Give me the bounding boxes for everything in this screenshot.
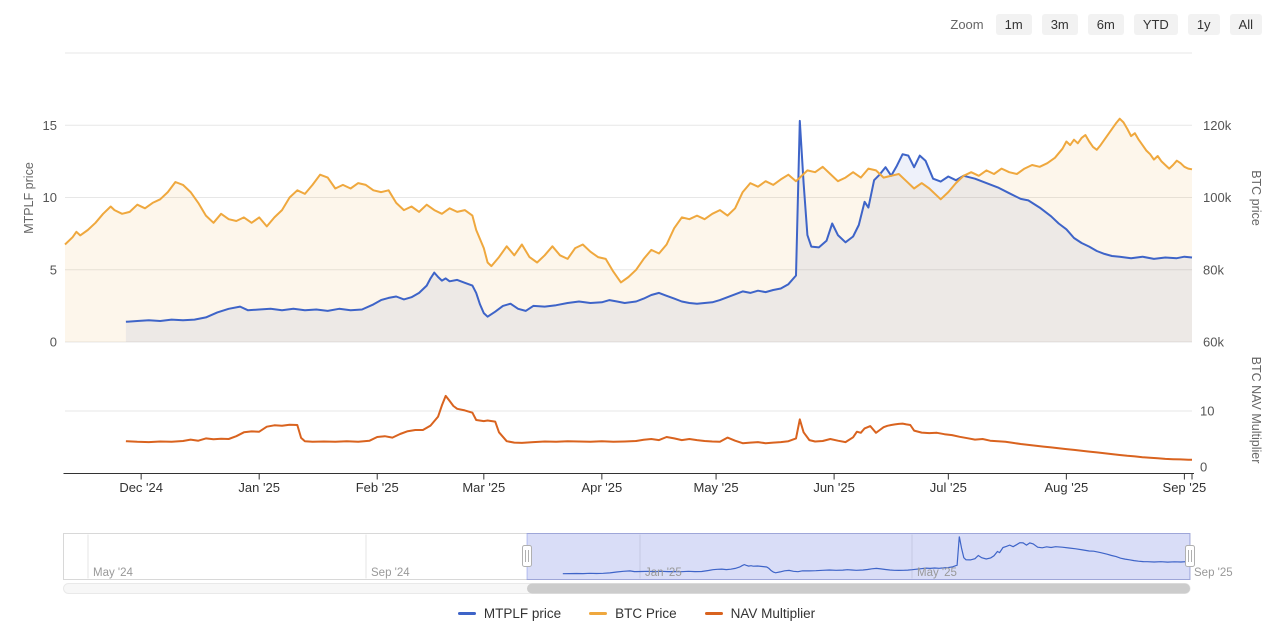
range-button-ytd[interactable]: YTD: [1133, 14, 1178, 35]
range-button-1y[interactable]: 1y: [1187, 14, 1220, 35]
range-button-6m[interactable]: 6m: [1087, 14, 1124, 35]
svg-text:60k: 60k: [1203, 335, 1224, 350]
nav-multiplier-legend-marker-icon: [704, 612, 723, 615]
legend-label: MTPLF price: [483, 606, 562, 621]
mtplf-price-area: [125, 120, 1192, 343]
svg-text:0: 0: [1200, 460, 1207, 475]
scrollbar-thumb[interactable]: [527, 583, 1190, 594]
svg-text:Sep '24: Sep '24: [371, 567, 410, 579]
btc-price-area: [65, 118, 1192, 342]
gridlines: [65, 52, 1192, 412]
svg-text:10: 10: [43, 190, 57, 205]
svg-text:100k: 100k: [1203, 190, 1232, 205]
range-button-all[interactable]: All: [1229, 14, 1262, 35]
y-axis-labels: 0 5 10 15 60k 80k 100k 120k 0 10: [43, 118, 1232, 475]
svg-text:5: 5: [50, 262, 57, 277]
legend-label: BTC Price: [615, 606, 677, 621]
svg-text:0: 0: [50, 335, 57, 350]
svg-text:Dec '24: Dec '24: [119, 480, 163, 495]
svg-text:Jan '25: Jan '25: [645, 567, 682, 579]
svg-text:May '25: May '25: [917, 567, 957, 579]
navigator-track[interactable]: [63, 533, 1191, 580]
nav-multiplier-line: [125, 394, 1192, 461]
svg-text:120k: 120k: [1203, 118, 1232, 133]
navigator: May '24 Sep '24 Jan '25 May '25 Sep '25: [63, 533, 1233, 580]
legend-label: NAV Multiplier: [730, 606, 816, 621]
navigator-handle-left[interactable]: [522, 545, 532, 567]
range-button-3m[interactable]: 3m: [1041, 14, 1078, 35]
svg-text:May '24: May '24: [93, 567, 134, 579]
legend-item-btc[interactable]: BTC Price: [589, 606, 677, 621]
svg-text:Apr '25: Apr '25: [581, 480, 622, 495]
legend-item-mtplf[interactable]: MTPLF price: [457, 606, 562, 621]
svg-text:Sep '25: Sep '25: [1194, 567, 1233, 579]
legend-item-nav-multiplier[interactable]: NAV Multiplier: [704, 606, 816, 621]
svg-text:Feb '25: Feb '25: [356, 480, 399, 495]
navigator-series-line: [562, 536, 1191, 575]
svg-text:May '25: May '25: [694, 480, 739, 495]
axis-titles: MTPLF price BTC price BTC NAV Multiplier: [22, 162, 1263, 463]
btc-price-line: [64, 117, 1193, 284]
navigator-handle-right[interactable]: [1185, 545, 1195, 567]
svg-text:BTC price: BTC price: [1249, 170, 1263, 226]
svg-text:MTPLF price: MTPLF price: [22, 162, 36, 234]
svg-text:80k: 80k: [1203, 262, 1224, 277]
chart-canvas[interactable]: 0 5 10 15 60k 80k 100k 120k 0 10 MTPLF price BTC pr…: [0, 0, 1273, 600]
scrollbar: [63, 583, 1191, 594]
legend: MTPLF price BTC Price NAV Multiplier: [0, 606, 1273, 621]
svg-text:15: 15: [43, 118, 57, 133]
mtplf-price-line: [125, 119, 1193, 323]
range-button-1m[interactable]: 1m: [995, 14, 1032, 35]
btc-legend-marker-icon: [589, 612, 608, 615]
zoom-label: Zoom: [950, 17, 984, 32]
range-selector: Zoom 1m 3m 6m YTD 1y All: [950, 14, 1262, 35]
mtplf-legend-marker-icon: [457, 612, 476, 615]
svg-text:Jul '25: Jul '25: [930, 480, 967, 495]
svg-text:Sep '25: Sep '25: [1163, 480, 1207, 495]
svg-text:Jan '25: Jan '25: [238, 480, 280, 495]
svg-text:Aug '25: Aug '25: [1045, 480, 1089, 495]
svg-text:Mar '25: Mar '25: [462, 480, 505, 495]
navigator-selection[interactable]: [526, 533, 1191, 580]
svg-text:10: 10: [1200, 404, 1214, 419]
x-axis: Dec '24 Jan '25 Feb '25 Mar '25 Apr '25 May '…: [63, 473, 1207, 495]
svg-text:BTC NAV Multiplier: BTC NAV Multiplier: [1249, 357, 1263, 464]
svg-text:Jun '25: Jun '25: [813, 480, 855, 495]
